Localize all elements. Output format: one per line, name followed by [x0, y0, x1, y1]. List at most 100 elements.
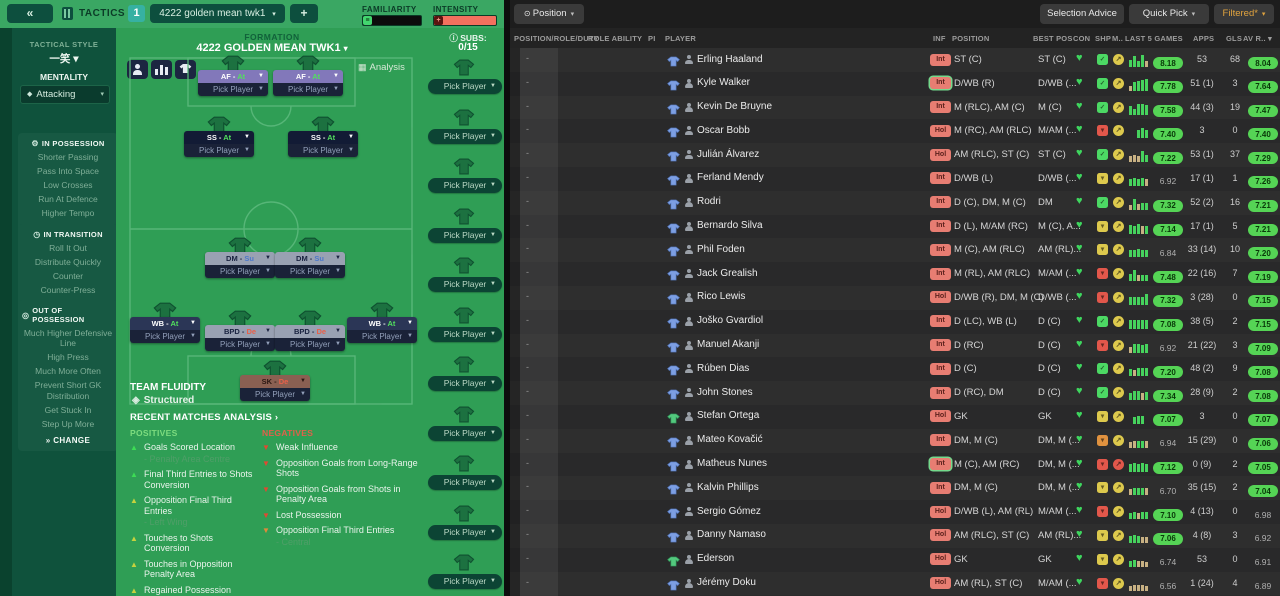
tactical-style-dropdown[interactable]: 一笑 ▾ — [49, 53, 79, 65]
pick-player-dropdown[interactable]: Pick Player ▼ — [275, 265, 345, 278]
sub-pick-player-dropdown[interactable]: Pick Player ▼ — [428, 475, 502, 490]
column-header-position[interactable]: POSITION — [952, 34, 990, 43]
player-name[interactable]: Ferland Mendy — [697, 172, 764, 184]
sub-pick-player-dropdown[interactable]: Pick Player ▼ — [428, 326, 502, 342]
player-name[interactable]: Mateo Kovačić — [697, 434, 763, 446]
player-name[interactable]: Joško Gvardiol — [697, 315, 764, 327]
sub-pick-player-dropdown[interactable]: Pick Player ▼ — [428, 574, 502, 589]
table-row[interactable]: - Stefan Ortega Hol GK GK ♥ ▾ ↗ 7.07 3 0… — [510, 404, 1280, 429]
formation-position-box[interactable]: DM - Su ▼ Pick Player ▼ — [205, 252, 275, 278]
formation-position-box[interactable]: BPD - De ▼ Pick Player ▼ — [205, 325, 275, 351]
add-tactic-button[interactable]: + — [290, 4, 318, 23]
column-header-inf[interactable]: INF — [933, 34, 946, 43]
table-row[interactable]: - Rúben Dias Int D (C) D (C) ♥ ✓ ↗ 7.20 … — [510, 357, 1280, 382]
table-row[interactable]: - Bernardo Silva Int D (L), M/AM (RC) M … — [510, 214, 1280, 239]
back-button[interactable]: « — [7, 4, 53, 23]
pick-player-dropdown[interactable]: Pick Player ▼ — [347, 330, 417, 343]
pick-player-dropdown[interactable]: Pick Player ▼ — [130, 330, 200, 343]
player-name[interactable]: Julián Álvarez — [697, 148, 760, 160]
column-header-best-pos[interactable]: BEST POS — [1033, 34, 1073, 43]
table-row[interactable]: - Erling Haaland Int ST (C) ST (C) ♥ ✓ ↗… — [510, 48, 1280, 72]
player-name[interactable]: John Stones — [697, 386, 753, 398]
player-name[interactable]: Phil Foden — [697, 243, 745, 255]
view-players-button[interactable] — [127, 60, 148, 79]
mentality-dropdown[interactable]: ◆ Attacking ▾ — [20, 85, 110, 104]
formation-position-box[interactable]: SS - At ▼ Pick Player ▼ — [184, 131, 254, 157]
table-row[interactable]: - Jack Grealish Int M (RL), AM (RLC) M/A… — [510, 262, 1280, 286]
sub-pick-player-dropdown[interactable]: Pick Player ▼ — [428, 178, 502, 193]
pick-player-dropdown[interactable]: Pick Player ▼ — [205, 338, 275, 351]
sub-pick-player-dropdown[interactable]: Pick Player ▼ — [428, 227, 502, 243]
recent-matches-analysis-link[interactable]: RECENT MATCHES ANALYSIS › — [130, 412, 279, 423]
table-row[interactable]: - Jérémy Doku Hol AM (RL), ST (C) M/AM (… — [510, 571, 1280, 596]
tactic-slot-badge[interactable]: 1 — [128, 5, 145, 22]
player-name[interactable]: Kevin De Bruyne — [697, 101, 773, 113]
player-name[interactable]: Jack Grealish — [697, 267, 758, 279]
table-row[interactable]: - Matheus Nunes Int M (C), AM (RC) DM, M… — [510, 452, 1280, 477]
filtered-dropdown[interactable]: Filtered* ▾ — [1214, 4, 1274, 24]
player-name[interactable]: Bernardo Silva — [697, 220, 763, 232]
column-header-position-role-duty[interactable]: POSITION/ROLE/DUTY — [514, 34, 599, 43]
table-row[interactable]: - Julián Álvarez Hol AM (RLC), ST (C) ST… — [510, 143, 1280, 167]
player-name[interactable]: Sergio Gómez — [697, 505, 761, 517]
pick-player-dropdown[interactable]: Pick Player ▼ — [275, 338, 345, 351]
selection-advice-button[interactable]: Selection Advice — [1040, 4, 1124, 24]
table-row[interactable]: - Kalvin Phillips Int DM, M (C) DM, M (.… — [510, 476, 1280, 501]
player-name[interactable]: Ederson — [697, 553, 735, 565]
player-name[interactable]: Stefan Ortega — [697, 410, 760, 422]
table-row[interactable]: - Sergio Gómez Hol D/WB (L), AM (RL) M/A… — [510, 500, 1280, 524]
pick-player-dropdown[interactable]: Pick Player ▼ — [198, 83, 268, 96]
table-row[interactable]: - Rodri Int D (C), DM, M (C) DM ♥ ✓ ↗ 7.… — [510, 190, 1280, 215]
player-name[interactable]: Rúben Dias — [697, 362, 750, 374]
column-header-role-ability[interactable]: ROLE ABILITY — [588, 34, 643, 43]
formation-position-box[interactable]: BPD - De ▼ Pick Player ▼ — [275, 325, 345, 351]
sub-pick-player-dropdown[interactable]: Pick Player ▼ — [428, 277, 502, 292]
formation-position-box[interactable]: AF - At ▼ Pick Player ▼ — [198, 70, 268, 96]
player-name[interactable]: Kalvin Phillips — [697, 481, 759, 493]
tactic-name-dropdown[interactable]: 4222 golden mean twk1 ▾ — [150, 4, 285, 23]
analysis-button[interactable]: ▦ Analysis — [358, 62, 405, 73]
player-name[interactable]: Manuel Akanji — [697, 339, 760, 351]
formation-position-box[interactable]: SK - De ▼ Pick Player ▼ — [240, 375, 310, 401]
player-name[interactable]: Kyle Walker — [697, 77, 750, 89]
table-row[interactable]: - Oscar Bobb Hol M (RC), AM (RLC) M/AM (… — [510, 119, 1280, 144]
formation-position-box[interactable]: DM - Su ▼ Pick Player ▼ — [275, 252, 345, 278]
formation-position-box[interactable]: AF - At ▼ Pick Player ▼ — [273, 70, 343, 96]
table-row[interactable]: - Kyle Walker Int D/WB (R) D/WB (... ♥ ✓… — [510, 71, 1280, 96]
sub-pick-player-dropdown[interactable]: Pick Player ▼ — [428, 425, 502, 441]
column-header-shp[interactable]: SHP — [1095, 34, 1112, 43]
table-row[interactable]: - Rico Lewis Hol D/WB (R), DM, M (C) D/W… — [510, 285, 1280, 310]
view-stats-button[interactable] — [151, 60, 172, 79]
table-row[interactable]: - Phil Foden Int M (C), AM (RLC) AM (RL)… — [510, 238, 1280, 263]
player-name[interactable]: Rico Lewis — [697, 291, 746, 303]
position-filter-dropdown[interactable]: ⊙ Position ▾ — [514, 4, 584, 24]
column-header-con[interactable]: CON — [1073, 34, 1091, 43]
sub-pick-player-dropdown[interactable]: Pick Player ▼ — [428, 376, 502, 391]
column-header-last-5-games[interactable]: LAST 5 GAMES — [1125, 34, 1183, 43]
player-name[interactable]: Jérémy Doku — [697, 577, 756, 589]
column-header-apps[interactable]: APPS — [1193, 34, 1215, 43]
change-button[interactable]: » CHANGE — [45, 436, 91, 445]
pick-player-dropdown[interactable]: Pick Player ▼ — [205, 265, 275, 278]
column-header-pi[interactable]: PI — [648, 34, 656, 43]
table-row[interactable]: - Mateo Kovačić Int DM, M (C) DM, M (...… — [510, 428, 1280, 453]
table-row[interactable]: - Manuel Akanji Int D (RC) D (C) ♥ ▾ ↗ 6… — [510, 333, 1280, 358]
table-row[interactable]: - Ferland Mendy Int D/WB (L) D/WB (... ♥… — [510, 166, 1280, 191]
formation-position-box[interactable]: SS - At ▼ Pick Player ▼ — [288, 131, 358, 157]
formation-name-dropdown[interactable]: 4222 GOLDEN MEAN TWK1 ▾ — [126, 42, 418, 54]
table-row[interactable]: - Joško Gvardiol Int D (LC), WB (L) D (C… — [510, 309, 1280, 334]
sub-pick-player-dropdown[interactable]: Pick Player ▼ — [428, 128, 502, 144]
table-row[interactable]: - Ederson Hol GK GK ♥ ▾ ↗ 6.74 53 0 6.91 — [510, 547, 1280, 572]
player-name[interactable]: Matheus Nunes — [697, 458, 768, 470]
pick-player-dropdown[interactable]: Pick Player ▼ — [288, 144, 358, 157]
column-header-av-r[interactable]: AV R.. ▾ — [1243, 34, 1272, 43]
sub-pick-player-dropdown[interactable]: Pick Player ▼ — [428, 524, 502, 540]
player-name[interactable]: Oscar Bobb — [697, 124, 750, 136]
formation-position-box[interactable]: WB - At ▼ Pick Player ▼ — [130, 317, 200, 343]
table-row[interactable]: - John Stones Int D (RC), DM D (C) ♥ ✓ ↗… — [510, 381, 1280, 405]
table-row[interactable]: - Kevin De Bruyne Int M (RLC), AM (C) M … — [510, 95, 1280, 120]
player-name[interactable]: Danny Namaso — [697, 529, 766, 541]
player-name[interactable]: Rodri — [697, 196, 721, 208]
table-row[interactable]: - Danny Namaso Hol AM (RLC), ST (C) AM (… — [510, 523, 1280, 548]
column-header-gls[interactable]: GLS — [1226, 34, 1243, 43]
